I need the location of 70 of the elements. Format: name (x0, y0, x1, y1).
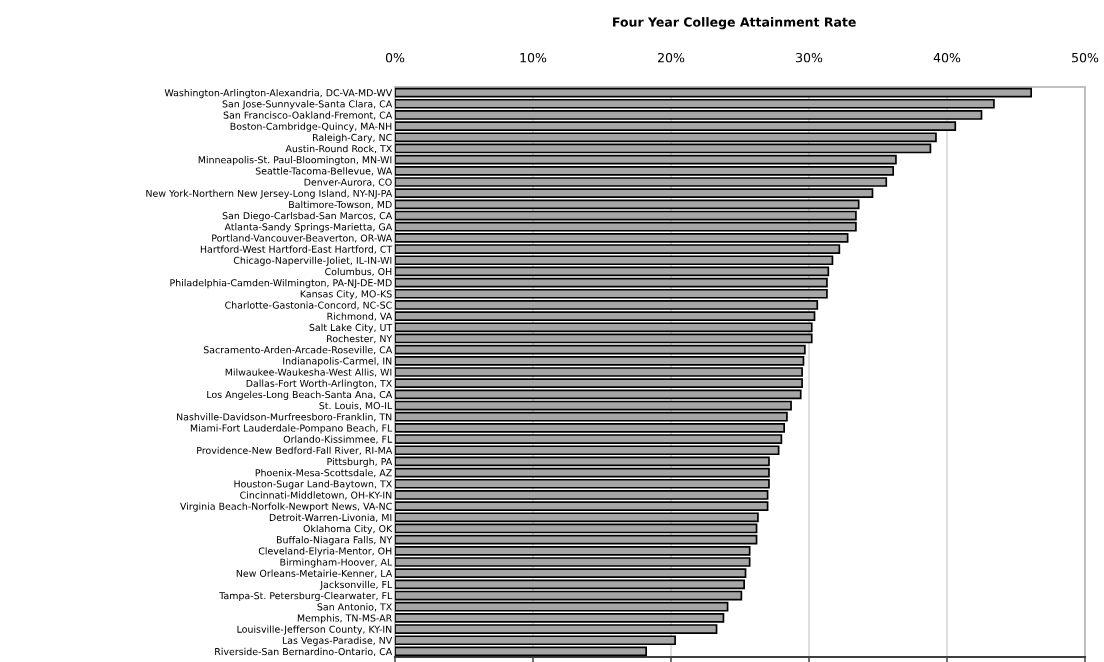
y-tick-label: Cleveland-Elyria-Mentor, OH (258, 547, 392, 557)
y-tick-label: Austin-Round Rock, TX (285, 144, 392, 154)
y-tick-label: Washington-Arlington-Alexandria, DC-VA-MD-WV (164, 89, 393, 99)
bar (395, 143, 932, 154)
bar (395, 590, 743, 601)
x-tick-label: 10% (520, 52, 547, 63)
x-tick-label: 0% (385, 52, 405, 63)
y-tick-label: Atlanta-Sandy Springs-Marietta, GA (224, 223, 393, 233)
y-tick-label: Houston-Sugar Land-Baytown, TX (234, 480, 392, 490)
y-tick-label: San Diego-Carlsbad-San Marcos, CA (222, 211, 393, 222)
y-tick-label: Boston-Cambridge-Quincy, MA-NH (230, 122, 392, 132)
y-tick-label: Salt Lake City, UT (309, 323, 393, 333)
y-tick-label: Las Vegas-Paradise, NV (282, 636, 393, 646)
bar (395, 467, 770, 478)
y-tick-label: Columbus, OH (325, 267, 392, 277)
bar (395, 277, 828, 288)
y-tick-label: Hartford-West Hartford-East Hartford, CT (200, 245, 393, 254)
y-tick-label: Portland-Vancouver-Beaverton, OR-WA (212, 234, 393, 243)
y-tick-label: Milwaukee-Waukesha-West Allis, WI (225, 368, 392, 377)
chart-title: Four Year College Attainment Rate (613, 17, 856, 30)
y-tick-label: Riverside-San Bernardino-Ontario, CA (215, 647, 393, 657)
x-tick-label: 40% (933, 52, 961, 63)
y-tick-label: Richmond, VA (327, 312, 393, 321)
x-tick-label: 20% (658, 52, 685, 63)
y-tick-label: Indianapolis-Carmel, IN (283, 357, 392, 367)
y-tick-label: Nashville-Davidson-Murfreesboro-Franklin, TN (177, 413, 392, 422)
y-tick-label: Miami-Fort Lauderdale-Pompano Beach, FL (190, 424, 393, 434)
bar (395, 646, 647, 657)
bar (395, 87, 1033, 98)
y-tick-label: Chicago-Naperville-Joliet, IL-IN-WI (233, 256, 392, 266)
bar (395, 400, 792, 411)
bar (395, 333, 813, 344)
x-tick-label: 30% (796, 52, 823, 63)
y-tick-label: Sacramento-Arden-Arcade-Roseville, CA (203, 346, 393, 355)
y-tick-label: Charlotte-Gastonia-Concord, NC-SC (225, 301, 392, 310)
y-tick-label: Los Angeles-Long Beach-Santa Ana, CA (207, 390, 393, 400)
y-tick-label: Providence-New Bedford-Fall River, RI-MA (197, 446, 393, 455)
y-tick-label: St. Louis, MO-IL (319, 401, 393, 411)
y-tick-label: San Francisco-Oakland-Fremont, CA (223, 111, 393, 120)
y-tick-label: Denver-Aurora, CO (304, 178, 392, 187)
bar (395, 210, 857, 221)
y-tick-label: Memphis, TN-MS-AR (297, 614, 392, 624)
bar (395, 523, 758, 534)
y-tick-label: Orlando-Kissimmee, FL (283, 435, 393, 444)
bar (395, 456, 770, 467)
x-tick-label: 50% (1072, 52, 1099, 63)
y-tick-label: San Antonio, TX (317, 603, 392, 612)
y-tick-label: Dallas-Fort Worth-Arlington, TX (246, 379, 392, 389)
bar (395, 266, 830, 277)
y-tick-label: Baltimore-Towson, MD (289, 200, 392, 210)
y-tick-label: Phoenix-Mesa-Scottsdale, AZ (255, 469, 392, 478)
y-tick-label: Pittsburgh, PA (327, 457, 393, 467)
y-tick-label: San Jose-Sunnyvale-Santa Clara, CA (222, 100, 393, 110)
y-tick-label: Virginia Beach-Norfolk-Newport News, VA-NC (180, 502, 392, 512)
y-tick-label: New York-Northern New Jersey-Long Island, NY-NJ-PA (146, 189, 393, 199)
y-tick-label: Tampa-St. Petersburg-Clearwater, FL (219, 591, 393, 602)
y-tick-label: New Orleans-Metairie-Kenner, LA (236, 569, 393, 578)
y-tick-label: Philadelphia-Camden-Wilmington, PA-NJ-DE-MD (170, 279, 392, 289)
y-tick-label: Minneapolis-St. Paul-Bloomington, MN-WI (198, 156, 392, 166)
y-tick-label: Raleigh-Cary, NC (313, 133, 392, 143)
y-tick-label: Oklahoma City, OK (303, 524, 393, 535)
y-tick-label: Buffalo-Niagara Falls, NY (276, 536, 393, 546)
y-tick-label: Detroit-Warren-Livonia, MI (269, 513, 392, 522)
y-tick-label: Jacksonville, FL (319, 580, 393, 590)
y-tick-label: Seattle-Tacoma-Bellevue, WA (255, 167, 393, 176)
y-tick-label: Kansas City, MO-KS (300, 290, 392, 300)
y-tick-label: Louisville-Jefferson County, KY-IN (237, 625, 392, 635)
y-tick-label: Rochester, NY (327, 334, 393, 344)
y-tick-label: Birmingham-Hoover, AL (280, 558, 393, 568)
y-tick-label: Cincinnati-Middletown, OH-KY-IN (240, 491, 392, 500)
